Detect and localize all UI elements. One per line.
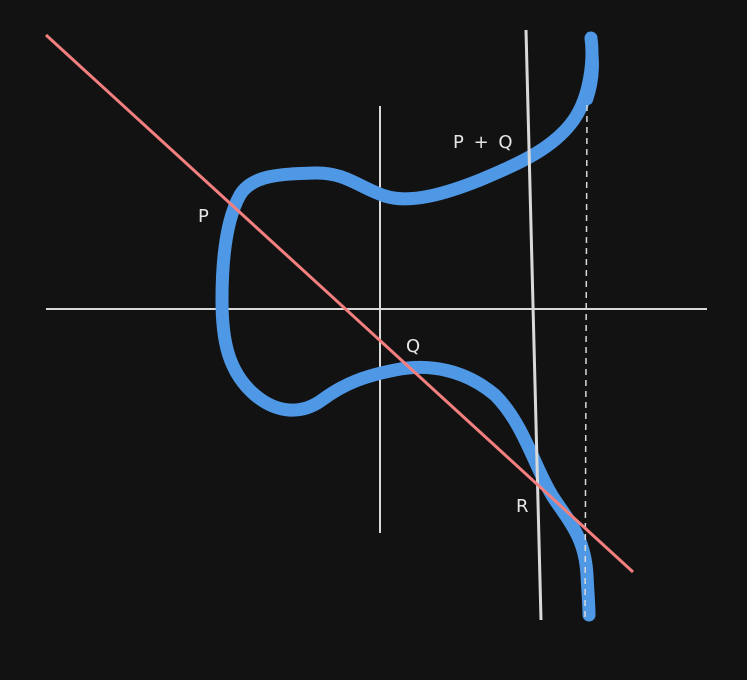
label-r: R <box>516 496 531 517</box>
label-p: P <box>198 206 211 227</box>
label-q: Q <box>406 336 422 357</box>
secant-line <box>44 33 635 574</box>
elliptic-curve-upper <box>215 31 599 307</box>
vertical-reflection-line <box>524 29 543 621</box>
elliptic-curve-lower <box>215 293 596 622</box>
elliptic-curve-top-stroke <box>583 35 599 105</box>
label-p-plus-q: P + Q <box>453 132 515 153</box>
dashed-vertical-line <box>584 104 588 623</box>
